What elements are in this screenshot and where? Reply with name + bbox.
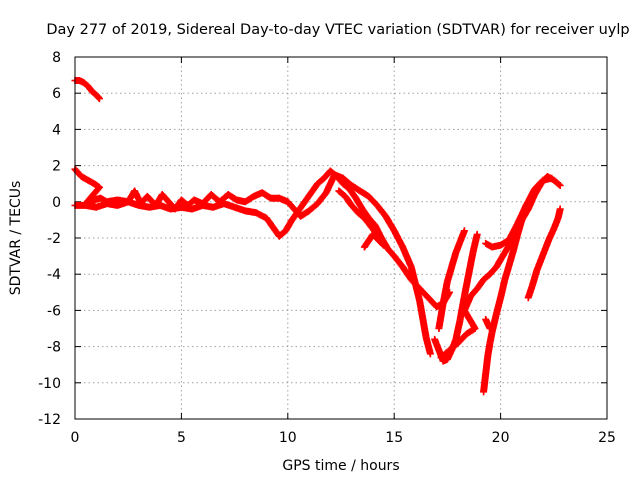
axis-ticks: 0 5 10 15 20 25 -12 -10 -8 -6 -4 -2 0 2 4 6 8 [38,50,616,446]
x-tick-label: 0 [71,430,80,446]
data-trace [480,203,530,394]
x-tick-label: 20 [492,430,510,446]
plot-frame [74,56,608,420]
x-axis-label: GPS time / hours [282,458,399,474]
y-tick-label: 2 [52,159,61,175]
data-series-segment-1 [71,77,103,103]
data-series-segment-5 [431,227,481,365]
x-tick-label: 15 [385,430,403,446]
grid-lines [75,57,607,419]
data-series-segment-2 [71,165,434,358]
data-trace [431,228,481,365]
data-trace [72,166,434,356]
y-tick-label: 0 [52,195,61,211]
data-series-segment-8 [524,205,564,302]
y-tick-label: -10 [38,376,61,392]
plot-area [71,77,564,396]
y-tick-label: -2 [47,231,61,247]
y-tick-label: 6 [52,86,61,102]
x-tick-label: 5 [177,430,186,446]
data-series-segment-3 [71,167,454,311]
data-series-segment-4 [335,187,388,251]
y-axis-label: SDTVAR / TECUs [8,181,24,296]
y-tick-label: 8 [52,50,61,66]
y-tick-label: -4 [47,267,61,283]
data-trace [336,188,387,250]
x-tick-label: 25 [598,430,616,446]
y-tick-label: -6 [47,303,61,319]
y-tick-label: 4 [52,122,61,138]
data-trace [525,206,564,300]
y-tick-label: -12 [38,412,61,428]
data-trace [72,77,103,102]
y-tick-label: -8 [47,340,61,356]
chart-title: Day 277 of 2019, Sidereal Day-to-day VTE… [46,22,629,38]
x-tick-label: 10 [279,430,297,446]
data-series-segment-7 [480,201,530,396]
